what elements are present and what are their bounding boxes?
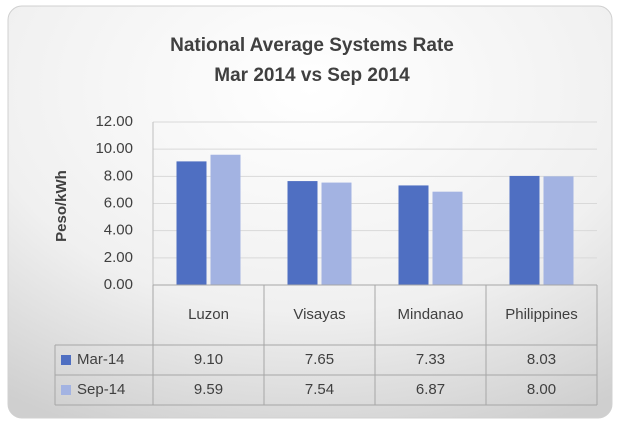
- table-value: 7.54: [305, 381, 334, 398]
- legend-key: [61, 385, 71, 395]
- y-tick-label: 8.00: [104, 167, 133, 184]
- category-cell: Visayas: [293, 306, 346, 323]
- bar: [509, 175, 540, 285]
- x-tick-label: Visayas: [293, 306, 346, 323]
- bar: [210, 154, 241, 285]
- legend-key: [61, 355, 71, 365]
- bar: [176, 161, 207, 285]
- legend-label: Mar-14: [77, 351, 125, 368]
- x-tick-label: Mindanao: [397, 306, 464, 323]
- y-tick-label: 4.00: [104, 222, 133, 239]
- table-value: 7.33: [416, 351, 445, 368]
- bar: [432, 191, 463, 285]
- category-cell: Philippines: [505, 306, 578, 323]
- bar: [321, 182, 352, 285]
- table-value: 7.65: [305, 351, 334, 368]
- y-tick-label: 0.00: [104, 276, 133, 293]
- chart-title: National Average Systems Rate: [170, 35, 454, 56]
- table-value: 9.59: [194, 381, 223, 398]
- x-tick-label: Luzon: [188, 306, 229, 323]
- bar: [287, 181, 318, 285]
- chart-title: Mar 2014 vs Sep 2014: [214, 65, 410, 86]
- category-cell: Luzon: [188, 306, 229, 323]
- table-value: 6.87: [416, 381, 445, 398]
- category-cell: Mindanao: [397, 306, 464, 323]
- table-value: 9.10: [194, 351, 223, 368]
- y-tick-label: 12.00: [95, 113, 133, 130]
- table-value: 8.00: [527, 381, 556, 398]
- y-axis-label: Peso/kWh: [53, 170, 70, 242]
- y-tick-label: 10.00: [95, 140, 133, 157]
- y-tick-label: 6.00: [104, 194, 133, 211]
- x-tick-label: Philippines: [505, 306, 578, 323]
- bar: [543, 176, 574, 285]
- bar: [398, 185, 429, 285]
- legend-label: Sep-14: [77, 381, 125, 398]
- y-tick-label: 2.00: [104, 249, 133, 266]
- table-value: 8.03: [527, 351, 556, 368]
